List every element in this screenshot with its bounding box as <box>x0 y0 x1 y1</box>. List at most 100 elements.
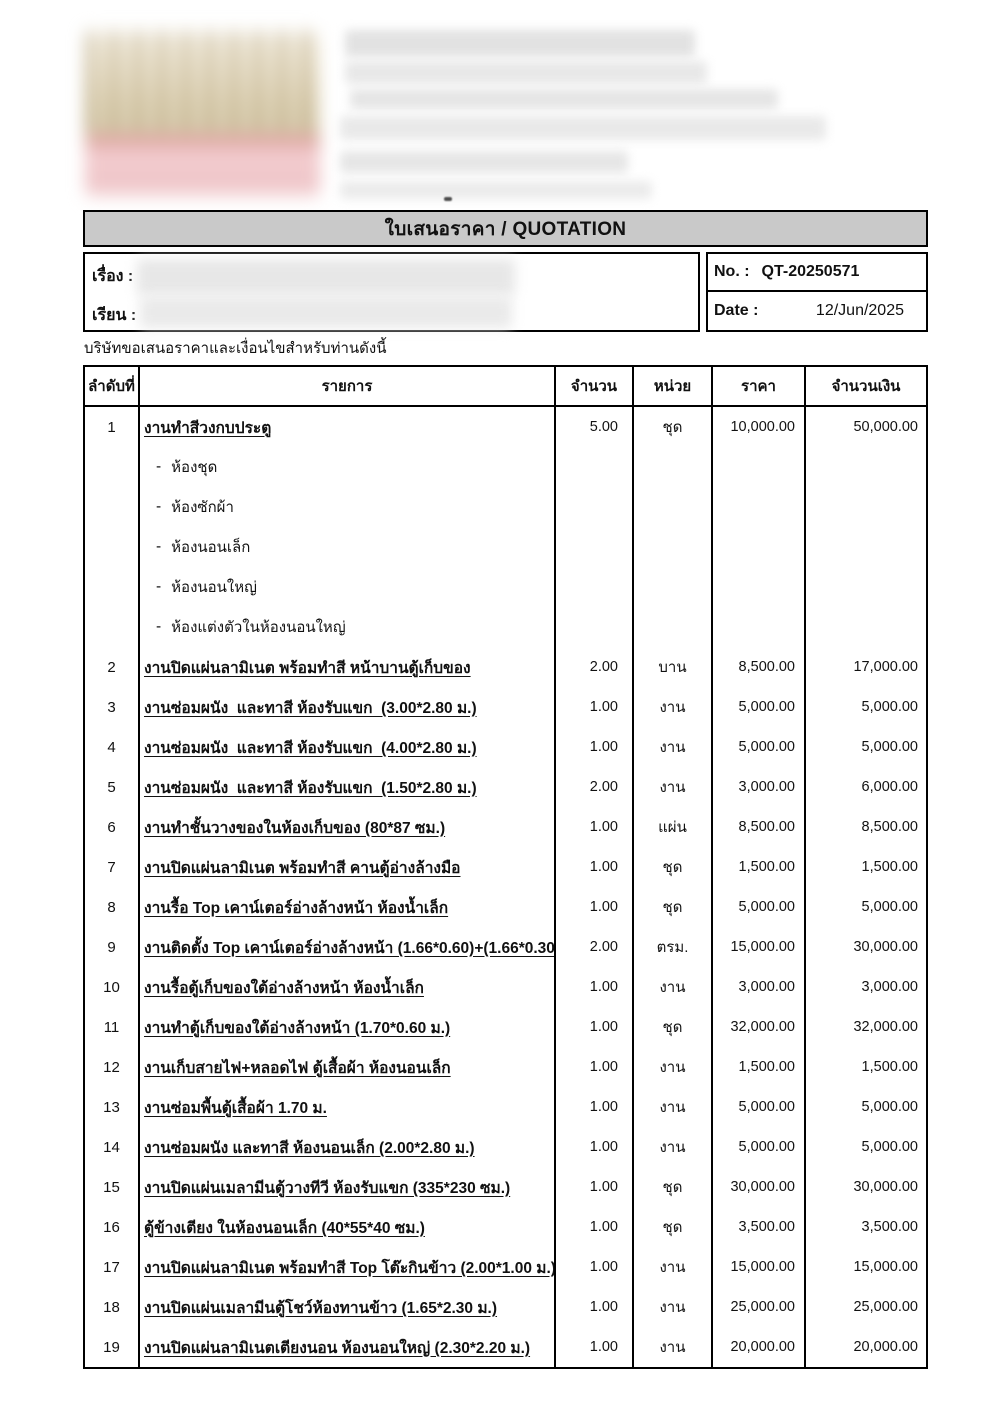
row-price <box>711 607 804 647</box>
row-index: 3 <box>107 698 116 716</box>
row-index: 2 <box>107 658 116 676</box>
row-index: 5 <box>107 778 116 796</box>
header-unit: หน่วย <box>632 367 711 405</box>
row-price: 1,500.00 <box>711 847 804 887</box>
quotation-number: QT-20250571 <box>761 263 860 280</box>
document-title: ใบเสนอราคา / QUOTATION <box>83 210 928 247</box>
row-description: -งานปิดแผ่นลามิเนต พร้อมทำสี หน้าบานตู้เ… <box>138 647 554 687</box>
row-description: - ห้องแต่งตัวในห้องนอนใหญ่ <box>138 607 554 647</box>
row-quantity: 1.00 <box>554 1327 632 1367</box>
row-description-text: งานทำชั้นวางของในห้องเก็บของ (80*87 ซม.) <box>144 819 446 837</box>
attention-value-blurred <box>140 296 512 328</box>
row-amount: 25,000.00 <box>804 1287 926 1327</box>
row-unit: งาน <box>632 1087 711 1127</box>
row-index: 13 <box>103 1098 120 1116</box>
row-index: 8 <box>107 898 116 916</box>
company-info-blur-line <box>345 61 707 84</box>
row-description-text: งานเก็บสายไฟ+หลอดไฟ ตู้เสื้อผ้า ห้องนอนเ… <box>144 1059 451 1077</box>
row-unit: งาน <box>632 767 711 807</box>
row-description-text: ตู้ข้างเตียง ในห้องนอนเล็ก (40*55*40 ซม.… <box>144 1219 425 1237</box>
row-unit: ชุด <box>632 1167 711 1207</box>
row-quantity: 1.00 <box>554 1287 632 1327</box>
row-index <box>85 567 138 607</box>
row-index: 6 <box>107 818 116 836</box>
row-description: -งานซ่อมผนัง และทาสี ห้องรับแขก (4.00*2.… <box>138 727 554 767</box>
row-index: 17 <box>103 1258 120 1276</box>
table-row: 14 -งานซ่อมผนัง และทาสี ห้องนอนเล็ก (2.0… <box>85 1127 926 1167</box>
row-unit: ชุด <box>632 887 711 927</box>
row-amount: 30,000.00 <box>804 927 926 967</box>
row-index: 11 <box>103 1018 120 1036</box>
row-price <box>711 447 804 487</box>
sub-item-dash: - <box>156 618 162 635</box>
row-unit: งาน <box>632 727 711 767</box>
row-quantity: 1.00 <box>554 807 632 847</box>
company-info-blur-line <box>345 30 695 57</box>
row-amount: 6,000.00 <box>804 767 926 807</box>
row-description-text: ห้องนอนใหญ่ <box>171 579 257 596</box>
row-price: 3,500.00 <box>711 1207 804 1247</box>
row-index: 1 <box>107 418 116 436</box>
row-quantity <box>554 527 632 567</box>
row-quantity: 1.00 <box>554 1087 632 1127</box>
table-row: 3 -งานซ่อมผนัง และทาสี ห้องรับแขก (3.00*… <box>85 687 926 727</box>
row-unit: ชุด <box>632 1207 711 1247</box>
row-quantity <box>554 607 632 647</box>
table-row: 1 -งานทำสีวงกบประตู 5.00 ชุด 10,000.00 5… <box>85 407 926 447</box>
row-description-text: งานรื้อตู้เก็บของใต้อ่างล้างหน้า ห้องน้ำ… <box>144 979 424 997</box>
row-description-text: งานซ่อมผนัง และทาสี ห้องรับแขก (3.00*2.8… <box>144 699 477 717</box>
row-index <box>85 607 138 647</box>
row-price: 5,000.00 <box>711 887 804 927</box>
quotation-date-box: Date : 12/Jun/2025 <box>706 290 928 332</box>
row-quantity: 1.00 <box>554 847 632 887</box>
row-unit <box>632 527 711 567</box>
row-unit <box>632 567 711 607</box>
row-quantity: 1.00 <box>554 687 632 727</box>
row-unit: ตรม. <box>632 927 711 967</box>
row-description-text: งานซ่อมพื้นตู้เสื้อผ้า 1.70 ม. <box>144 1099 327 1117</box>
row-description-text: ห้องชุด <box>171 459 218 476</box>
table-row: 4 -งานซ่อมผนัง และทาสี ห้องรับแขก (4.00*… <box>85 727 926 767</box>
company-info-blur-line <box>350 89 778 109</box>
table-row: 12 -งานเก็บสายไฟ+หลอดไฟ ตู้เสื้อผ้า ห้อง… <box>85 1047 926 1087</box>
header-index: ลำดับที่ <box>88 378 135 395</box>
row-price <box>711 487 804 527</box>
row-price: 30,000.00 <box>711 1167 804 1207</box>
row-index: 19 <box>103 1338 120 1356</box>
row-price: 5,000.00 <box>711 1127 804 1167</box>
row-quantity: 1.00 <box>554 1247 632 1287</box>
row-description: -งานซ่อมผนัง และทาสี ห้องรับแขก (1.50*2.… <box>138 767 554 807</box>
row-description-text: ห้องนอนเล็ก <box>171 539 251 556</box>
row-price: 3,000.00 <box>711 967 804 1007</box>
row-quantity <box>554 567 632 607</box>
row-quantity: 1.00 <box>554 887 632 927</box>
row-description: -งานปิดแผ่นเมลามีนตู้วางทีวี ห้องรับแขก … <box>138 1167 554 1207</box>
row-price: 5,000.00 <box>711 1087 804 1127</box>
row-description: -งานติดตั้ง Top เคาน์เตอร์อ่างล้างหน้า (… <box>138 927 554 967</box>
table-row: 16 -ตู้ข้างเตียง ในห้องนอนเล็ก (40*55*40… <box>85 1207 926 1247</box>
row-unit <box>632 607 711 647</box>
row-description-text: งานซ่อมผนัง และทาสี ห้องรับแขก (4.00*2.8… <box>144 739 477 757</box>
row-description-text: งานซ่อมผนัง และทาสี ห้องรับแขก (1.50*2.8… <box>144 779 477 797</box>
row-unit: งาน <box>632 1247 711 1287</box>
row-description: -งานปิดแผ่นลามิเนต พร้อมทำสี คานตู้อ่างล… <box>138 847 554 887</box>
row-description: -งานเก็บสายไฟ+หลอดไฟ ตู้เสื้อผ้า ห้องนอน… <box>138 1047 554 1087</box>
row-description: -งานซ่อมพื้นตู้เสื้อผ้า 1.70 ม. <box>138 1087 554 1127</box>
row-description: -งานปิดแผ่นลามิเนตเตียงนอน ห้องนอนใหญ่ (… <box>138 1327 554 1367</box>
row-amount: 5,000.00 <box>804 1127 926 1167</box>
row-amount <box>804 567 926 607</box>
row-amount: 5,000.00 <box>804 887 926 927</box>
row-amount: 1,500.00 <box>804 847 926 887</box>
subject-attention-box: เรื่อง : เรียน : <box>83 252 700 332</box>
company-info-blur-line <box>340 181 652 199</box>
table-row: 5 -งานซ่อมผนัง และทาสี ห้องรับแขก (1.50*… <box>85 767 926 807</box>
items-table: ลำดับที่ รายการ จำนวน หน่วย ราคา จำนวนเง… <box>83 365 928 1369</box>
row-unit: งาน <box>632 1047 711 1087</box>
row-description-text: งานปิดแผ่นเมลามีนตู้โชว์ห้องทานข้าว (1.6… <box>144 1299 498 1317</box>
quotation-date: 12/Jun/2025 <box>815 302 904 319</box>
row-price <box>711 527 804 567</box>
row-amount: 5,000.00 <box>804 727 926 767</box>
table-row: 8 -งานรื้อ Top เคาน์เตอร์อ่างล้างหน้า ห้… <box>85 887 926 927</box>
row-index: 10 <box>103 978 120 996</box>
